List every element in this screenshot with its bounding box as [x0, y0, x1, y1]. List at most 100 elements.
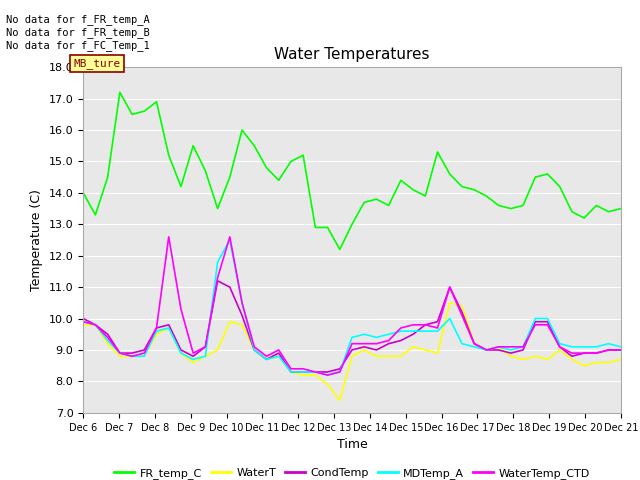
CondTemp	[593, 350, 600, 356]
WaterT	[409, 344, 417, 350]
FR_temp_C	[458, 184, 466, 190]
FR_temp_C	[189, 143, 197, 149]
FR_temp_C	[226, 174, 234, 180]
WaterT	[226, 319, 234, 324]
CondTemp	[556, 344, 564, 350]
MDTemp_A	[568, 344, 576, 350]
CondTemp	[434, 319, 442, 324]
WaterTemp_CTD	[483, 347, 490, 353]
WaterTemp_CTD	[385, 337, 392, 343]
WaterTemp_CTD	[262, 353, 270, 359]
WaterTemp_CTD	[202, 344, 209, 350]
FR_temp_C	[385, 203, 392, 208]
WaterTemp_CTD	[116, 350, 124, 356]
MDTemp_A	[543, 316, 551, 322]
WaterTemp_CTD	[543, 322, 551, 328]
WaterT	[336, 397, 344, 403]
WaterT	[79, 322, 87, 328]
CondTemp	[250, 347, 258, 353]
FR_temp_C	[275, 178, 282, 183]
WaterT	[300, 372, 307, 378]
FR_temp_C	[495, 203, 502, 208]
MDTemp_A	[177, 350, 185, 356]
CondTemp	[580, 350, 588, 356]
WaterTemp_CTD	[605, 347, 612, 353]
MDTemp_A	[202, 353, 209, 359]
MDTemp_A	[165, 325, 173, 331]
FR_temp_C	[262, 165, 270, 170]
FR_temp_C	[165, 152, 173, 158]
WaterT	[543, 357, 551, 362]
WaterT	[177, 350, 185, 356]
WaterTemp_CTD	[300, 366, 307, 372]
CondTemp	[214, 278, 221, 284]
FR_temp_C	[104, 174, 111, 180]
WaterT	[238, 322, 246, 328]
CondTemp	[446, 284, 454, 290]
WaterT	[116, 353, 124, 359]
FR_temp_C	[556, 184, 564, 190]
CondTemp	[348, 347, 356, 353]
CondTemp	[140, 347, 148, 353]
Text: No data for f_FR_temp_A: No data for f_FR_temp_A	[6, 13, 150, 24]
WaterTemp_CTD	[593, 350, 600, 356]
WaterTemp_CTD	[189, 350, 197, 356]
WaterT	[312, 372, 319, 378]
CondTemp	[519, 347, 527, 353]
CondTemp	[483, 347, 490, 353]
FR_temp_C	[483, 193, 490, 199]
MDTemp_A	[446, 316, 454, 322]
FR_temp_C	[422, 193, 429, 199]
WaterT	[262, 357, 270, 362]
CondTemp	[238, 312, 246, 318]
MDTemp_A	[372, 335, 380, 340]
FR_temp_C	[287, 158, 295, 164]
MDTemp_A	[531, 316, 539, 322]
WaterT	[189, 360, 197, 365]
FR_temp_C	[300, 152, 307, 158]
CondTemp	[470, 341, 478, 347]
FR_temp_C	[372, 196, 380, 202]
FR_temp_C	[519, 203, 527, 208]
WaterT	[593, 360, 600, 365]
WaterT	[617, 357, 625, 362]
CondTemp	[177, 347, 185, 353]
CondTemp	[116, 350, 124, 356]
MDTemp_A	[409, 328, 417, 334]
FR_temp_C	[446, 171, 454, 177]
CondTemp	[300, 369, 307, 375]
MDTemp_A	[556, 341, 564, 347]
WaterTemp_CTD	[312, 369, 319, 375]
FR_temp_C	[79, 190, 87, 196]
WaterT	[568, 357, 576, 362]
CondTemp	[336, 366, 344, 372]
Y-axis label: Temperature (C): Temperature (C)	[30, 189, 43, 291]
FR_temp_C	[214, 206, 221, 212]
FR_temp_C	[531, 174, 539, 180]
MDTemp_A	[336, 369, 344, 375]
WaterT	[458, 303, 466, 309]
WaterTemp_CTD	[140, 350, 148, 356]
WaterT	[556, 347, 564, 353]
CondTemp	[92, 322, 99, 328]
MDTemp_A	[483, 347, 490, 353]
CondTemp	[605, 347, 612, 353]
WaterT	[495, 344, 502, 350]
WaterTemp_CTD	[568, 350, 576, 356]
FR_temp_C	[593, 203, 600, 208]
Line: FR_temp_C: FR_temp_C	[83, 92, 621, 250]
WaterT	[519, 357, 527, 362]
CondTemp	[495, 347, 502, 353]
WaterTemp_CTD	[507, 344, 515, 350]
WaterT	[348, 353, 356, 359]
WaterTemp_CTD	[409, 322, 417, 328]
WaterT	[580, 363, 588, 369]
CondTemp	[422, 322, 429, 328]
MDTemp_A	[397, 328, 404, 334]
WaterT	[250, 347, 258, 353]
CondTemp	[458, 310, 466, 315]
WaterTemp_CTD	[397, 325, 404, 331]
CondTemp	[385, 341, 392, 347]
Legend: FR_temp_C, WaterT, CondTemp, MDTemp_A, WaterTemp_CTD: FR_temp_C, WaterT, CondTemp, MDTemp_A, W…	[109, 463, 595, 480]
WaterT	[397, 353, 404, 359]
